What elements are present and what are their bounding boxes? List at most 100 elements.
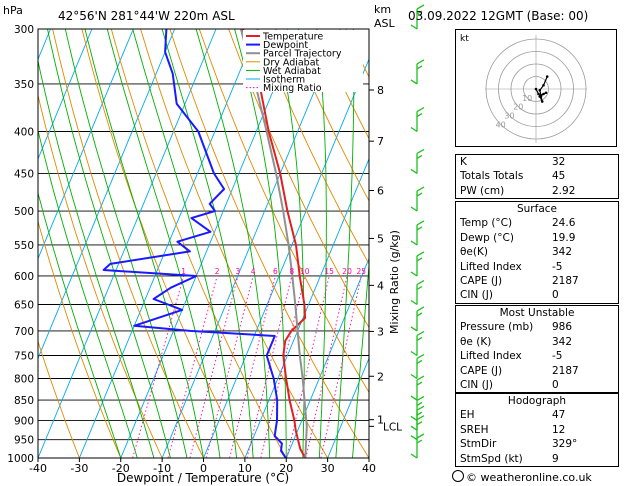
wind-barb-tail <box>410 24 418 30</box>
isotherm-line <box>285 257 369 458</box>
mixing-ratio-label: 10 <box>300 267 310 276</box>
isotherm-line <box>327 357 369 458</box>
dry-adiabat-line <box>110 29 287 458</box>
wet-adiabat-line <box>335 29 355 458</box>
surface-theta-e-row: θe(K) 342 <box>460 246 573 259</box>
wind-barb-flag <box>416 59 425 65</box>
wind-barb-flag <box>416 330 425 337</box>
wet-adiabat-line <box>106 29 221 458</box>
km-tick-label: 4 <box>377 279 384 292</box>
km-tick-label: 8 <box>377 84 384 97</box>
pressure-tick-label: 350 <box>14 79 34 91</box>
wind-barb-flag <box>416 411 423 416</box>
hodograph-table: Hodograph EH 47 SREH 12 StmDir 329° StmSpd … <box>455 393 619 468</box>
surface-dewp-row: Dewp (°C) 19.9 <box>460 231 576 244</box>
isotherm-line <box>0 29 9 458</box>
isotherm-line <box>38 29 176 360</box>
dry-adiabat-line <box>140 29 328 458</box>
wind-barb-flag <box>416 257 423 262</box>
wet-adiabat-line <box>38 191 122 458</box>
isotherm-line <box>38 29 93 161</box>
dry-adiabat-line <box>38 93 163 458</box>
mixing-ratio-line <box>167 275 218 458</box>
hodograph-point <box>542 92 545 96</box>
most-unstable-title: Most Unstable <box>499 307 575 319</box>
legend-bg <box>243 30 363 92</box>
wind-barb-flag <box>416 336 423 342</box>
wind-barb-flag <box>416 192 423 197</box>
pressure-tick-label: 600 <box>14 271 34 283</box>
wind-barb-flag <box>416 439 423 444</box>
wind-barb-flag <box>416 226 423 231</box>
hodograph-point <box>544 91 548 95</box>
pressure-tick-label: 750 <box>14 350 34 362</box>
pressure-tick-label: 500 <box>14 206 34 218</box>
x-tick-label: -40 <box>29 462 47 475</box>
mixing-ratio-line <box>260 275 306 458</box>
legend-entry: Dry Adiabat <box>263 57 320 68</box>
isotherm-line <box>78 29 258 458</box>
mixing-ratio-label: 25 <box>356 267 366 276</box>
hodograph-point <box>537 92 540 96</box>
legend-entry: Temperature <box>262 32 323 43</box>
wind-barb-tail <box>410 126 418 133</box>
mixing-ratio-line <box>305 275 348 458</box>
wet-adiabat-line <box>195 29 271 458</box>
mixing-ratio-label: 2 <box>215 267 220 276</box>
totals-totals-row: Totals Totals 45 <box>460 170 566 183</box>
x-tick-label: 30 <box>321 462 335 475</box>
pressure-tick-label: 650 <box>14 300 34 312</box>
wind-barb-flag <box>416 306 425 312</box>
mu-pressure-row: Pressure (mb) 986 <box>460 321 573 334</box>
wind-barb-tail <box>410 425 418 431</box>
wind-barb-tail <box>410 395 418 401</box>
pressure-tick-label: 700 <box>14 326 34 338</box>
hodograph-ring-label: 40 <box>496 120 506 129</box>
mixing-ratio-line <box>189 275 239 458</box>
mixing-ratio-line <box>246 275 293 458</box>
surface-cape-row: CAPE (J) 2187 <box>460 275 579 288</box>
legend-entry: Wet Adiabat <box>263 66 321 77</box>
k-row: K 32 <box>460 156 566 168</box>
wind-barb-tail <box>410 168 418 175</box>
dry-adiabat-line <box>257 29 369 265</box>
hodograph-ring-label: 30 <box>504 112 514 121</box>
wet-adiabat-line <box>84 29 204 458</box>
mu-theta-e-row: θe (K) 342 <box>460 335 573 348</box>
x-axis-label: Dewpoint / Temperature (°C) <box>117 471 289 485</box>
eh-row: EH 47 <box>460 409 566 422</box>
legend-entry: Mixing Ratio <box>263 83 322 94</box>
wind-barb-tail <box>410 79 418 85</box>
pressure-tick-label: 900 <box>14 415 34 427</box>
pw-row: PW (cm) 2.92 <box>460 184 576 197</box>
mixing-ratio-label: 4 <box>251 267 256 276</box>
mixing-ratio-axis-label: Mixing Ratio (g/kg) <box>388 230 401 334</box>
mixing-ratio-line <box>286 275 330 458</box>
wind-barb-flag <box>416 4 425 10</box>
wet-adiabat-line <box>351 259 369 458</box>
mixing-ratio-label: 1 <box>181 267 186 276</box>
km-tick-label: 5 <box>377 232 384 245</box>
wind-barb-tail <box>410 350 418 357</box>
wind-barb-flag <box>416 359 423 365</box>
mixing-ratio-label: 3 <box>235 267 240 276</box>
series-dewpoint <box>102 29 287 458</box>
credit[interactable]: © weatheronline.co.uk <box>452 470 592 484</box>
km-tick-label: 1 <box>377 414 384 427</box>
dry-adiabat-line <box>52 29 204 458</box>
hodograph-point <box>538 88 542 92</box>
series-temperature <box>241 29 307 458</box>
wind-barb-tail <box>410 373 418 380</box>
mixing-ratio-line <box>320 275 362 458</box>
wind-barb-flag <box>416 395 425 402</box>
wind-barb-flag <box>416 405 425 411</box>
km-label: km <box>374 3 391 16</box>
globe-icon <box>452 470 464 482</box>
wind-barb-flag <box>416 154 423 160</box>
hodograph-ring-label: 10 <box>522 94 532 103</box>
lcl-label: LCL <box>383 421 402 433</box>
x-tick-label: -30 <box>70 462 88 475</box>
wind-barb-tail <box>410 415 418 421</box>
pressure-tick-label: 1000 <box>7 453 34 465</box>
